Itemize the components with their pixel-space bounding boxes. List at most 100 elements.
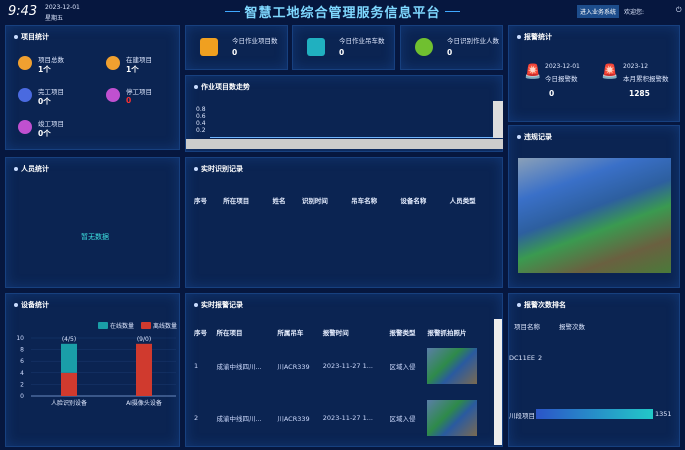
- snapshot-image[interactable]: [518, 158, 671, 273]
- power-icon[interactable]: ⏻: [676, 6, 682, 14]
- ranking-item-name: 川段项目: [509, 412, 535, 420]
- today-card: 今日识别作业人数 0: [400, 25, 503, 70]
- y-tick-label: 10: [16, 335, 24, 342]
- project-stat-value: 0个: [38, 129, 51, 138]
- vertical-scrollbar[interactable]: [494, 319, 502, 445]
- legend-swatch: [98, 322, 108, 329]
- panel-title: 作业项目数走势: [194, 82, 250, 92]
- column-header: 报警时间: [322, 329, 349, 337]
- data-label: (9/0): [137, 336, 151, 343]
- today-date: 2023-12-01: [545, 63, 580, 70]
- panel-title: 实时报警记录: [194, 300, 243, 310]
- data-label: (4/5): [62, 336, 76, 343]
- x-tick-label: AI摄像头设备: [126, 399, 162, 407]
- alarm-light-icon: 🚨: [524, 64, 542, 80]
- device-chart: 0 2 4 6 8 10 (4/5) 人脸识别设备 (9/0) AI摄像头设备 在线数量 离线数量: [16, 322, 177, 407]
- page-title: 智慧工地综合管理服务信息平台: [0, 2, 685, 21]
- today-alarm-value: 0: [549, 89, 555, 98]
- ranking-col-count: 报警次数: [559, 323, 585, 331]
- project-stat-label: 在建项目: [126, 56, 152, 64]
- cell: 2023-11-27 1...: [322, 362, 373, 370]
- project-stat-label: 停工项目: [126, 88, 152, 96]
- legend-label: 在线数量: [110, 322, 134, 330]
- legend-label: 离线数量: [153, 322, 177, 330]
- folder-icon: [18, 56, 32, 70]
- card-value: 0: [339, 48, 345, 57]
- project-stat-value: 0个: [38, 97, 51, 106]
- project-stats-panel: 项目统计 项目总数 1个 在建项目 1个 完工项目 0个 停工项目 0 竣工项目…: [5, 25, 180, 150]
- flag-icon: [18, 120, 32, 134]
- alarm-photo[interactable]: [427, 348, 478, 384]
- cell: 川ACR339: [277, 415, 310, 423]
- alarm-stats-panel: 报警统计 🚨 2023-12-01 今日报警数 0 🚨 2023-12 本月累积…: [508, 25, 680, 122]
- cell: 成渝中线四川...: [216, 415, 262, 423]
- legend-swatch: [141, 322, 151, 329]
- ranking-bar: [536, 409, 653, 419]
- today-card: 今日作业项目数 0: [185, 25, 288, 70]
- card-label: 今日作业项目数: [232, 37, 278, 45]
- column-header: 序号: [194, 329, 207, 337]
- column-header: 所在项目: [216, 329, 243, 337]
- ranking-item-name: DC11EE: [509, 354, 536, 362]
- y-tick-label: 0: [20, 393, 24, 400]
- month-alarm-value: 1285: [629, 89, 650, 98]
- panel-title: 实时识别记录: [194, 164, 243, 174]
- alarm-photo[interactable]: [427, 400, 478, 436]
- clock: 9:43: [8, 4, 38, 19]
- today-alarm-label: 今日报警数: [545, 75, 578, 83]
- bar-offline: [61, 372, 77, 396]
- column-header: 识别时间: [301, 197, 328, 205]
- table-row[interactable]: 2 成渝中线四川... 川ACR339 2023-11-27 1... 区域入侵: [191, 392, 491, 444]
- card-label: 今日作业吊车数: [339, 37, 385, 45]
- vertical-scrollbar[interactable]: [493, 101, 503, 138]
- trend-yaxis: 0.8 0.6 0.4 0.2: [196, 106, 206, 134]
- column-header: 报警类型: [389, 329, 416, 337]
- column-header: 吊车名称: [351, 197, 378, 205]
- column-header: 报警抓拍照片: [427, 329, 467, 337]
- cell: 川ACR339: [277, 363, 310, 371]
- card-value: 0: [232, 48, 238, 57]
- alarm-table: 序号 所在项目 所属吊车 报警时间 报警类型 报警抓拍照片 1 成渝中线四川... 川ACR33…: [191, 324, 491, 444]
- x-tick-label: 人脸识别设备: [51, 399, 87, 407]
- header: 9:43 2023-12-01 星期五 智慧工地综合管理服务信息平台 进入业务系…: [0, 0, 685, 22]
- panel-title: 人员统计: [14, 164, 49, 174]
- today-card: 今日作业吊车数 0: [292, 25, 395, 70]
- month-alarm-label: 本月累积报警数: [623, 75, 669, 83]
- layers-icon: [200, 38, 218, 56]
- panel-title: 设备统计: [14, 300, 49, 310]
- alarm-records-panel: 实时报警记录 序号 所在项目 所属吊车 报警时间 报警类型 报警抓拍照片 1 成渝中线四川..…: [185, 293, 503, 447]
- device-stats-panel: 设备统计 0 2 4 6 8 10 (4/5) 人脸识别设备 (9/0) AI摄像头设备 在线数量 离…: [5, 293, 180, 447]
- project-stat-value: 1个: [38, 65, 51, 74]
- person-icon: [415, 38, 433, 56]
- trend-panel: 作业项目数走势 0.8 0.6 0.4 0.2: [185, 75, 503, 152]
- cell: 2023-11-27 1...: [322, 414, 373, 422]
- column-header: 所在项目: [223, 197, 250, 205]
- weekday: 星期五: [45, 15, 64, 22]
- horizontal-scrollbar[interactable]: [186, 139, 503, 149]
- snapshot-panel: 违规记录: [508, 125, 680, 288]
- month-date: 2023-12: [623, 63, 649, 70]
- ranking-panel: 报警次数排名 项目名称 报警次数 DC11EE 2 川段项目 1351: [508, 293, 680, 447]
- panel-title: 报警次数排名: [517, 300, 566, 310]
- cell: 1: [194, 362, 199, 370]
- cell: 区域入侵: [389, 363, 416, 371]
- column-header: 序号: [194, 197, 207, 205]
- check-icon: [18, 88, 32, 102]
- trend-line: [210, 137, 494, 138]
- building-icon: [106, 56, 120, 70]
- column-header: 所属吊车: [277, 329, 304, 337]
- ranking-col-name: 项目名称: [514, 323, 540, 331]
- project-stat-value: 0: [126, 96, 132, 105]
- panel-title: 报警统计: [517, 32, 552, 42]
- table-row[interactable]: 1 成渝中线四川... 川ACR339 2023-11-27 1... 区域入侵: [191, 340, 491, 392]
- cell: 区域入侵: [389, 415, 416, 423]
- enter-system-button[interactable]: 进入业务系统: [577, 5, 620, 18]
- ranking-item-value: 1351: [655, 410, 672, 418]
- column-header: 姓名: [272, 197, 286, 205]
- ranking-item-value: 2: [538, 354, 543, 362]
- project-stat-label: 竣工项目: [38, 120, 64, 128]
- personnel-panel: 人员统计 暂无数据: [5, 157, 180, 288]
- project-stat-value: 1个: [126, 65, 139, 74]
- alarm-light-icon: 🚨: [601, 64, 619, 80]
- panel-title: 项目统计: [14, 32, 49, 42]
